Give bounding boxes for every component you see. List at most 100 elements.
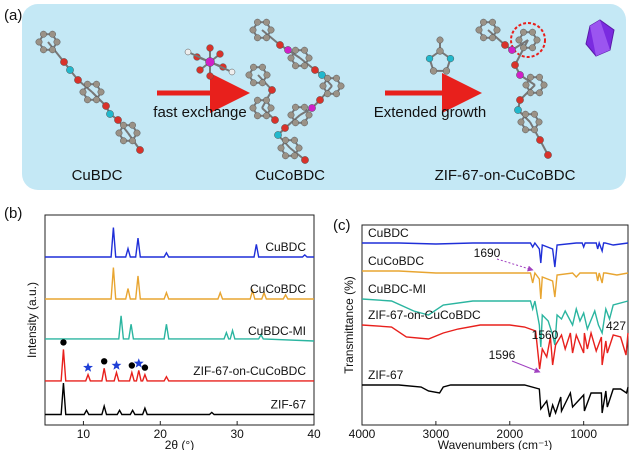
series-line: [362, 325, 628, 369]
atom: [301, 120, 307, 126]
atom: [516, 96, 523, 103]
atom: [84, 97, 90, 103]
atom: [516, 37, 522, 43]
x-axis-label: Wavenumbers (cm⁻¹): [438, 438, 553, 450]
panel-label: (c): [333, 217, 351, 234]
atom: [324, 75, 330, 81]
atom: [276, 41, 283, 48]
atom: [259, 80, 265, 86]
panel-label: (b): [4, 205, 22, 222]
atom: [523, 82, 529, 88]
series-label: CuBDC-MI: [368, 282, 426, 296]
peak-marker: [60, 339, 66, 345]
annotation: 427: [606, 319, 626, 333]
atom: [292, 120, 298, 126]
series-label: CuBDC: [265, 240, 306, 254]
atom: [114, 116, 121, 123]
x-tick-label: 4000: [349, 427, 376, 441]
atom: [531, 111, 537, 117]
atom: [426, 55, 433, 62]
x-tick-label: 1000: [570, 427, 597, 441]
annotation: 1690: [474, 246, 501, 260]
annotation-arrow: [512, 361, 540, 372]
y-axis-label: Transmittance (%): [342, 276, 356, 374]
atom: [520, 45, 526, 51]
atom: [520, 29, 526, 35]
atom: [536, 74, 542, 80]
atom: [217, 51, 224, 58]
arrow-label: Extended growth: [374, 104, 487, 121]
atom: [316, 96, 323, 103]
atom: [250, 105, 256, 111]
x-tick-label: 10: [77, 427, 91, 441]
atom: [288, 112, 294, 118]
atom: [489, 35, 495, 41]
atom: [324, 91, 330, 97]
atom: [522, 111, 528, 117]
panel-label: (a): [4, 7, 22, 24]
stage-label: ZIF-67-on-CuCoBDC: [435, 167, 576, 184]
atom: [320, 83, 326, 89]
atom: [116, 130, 122, 136]
atom: [93, 81, 99, 87]
atom: [480, 19, 486, 25]
atom: [447, 55, 454, 62]
atom: [430, 67, 437, 74]
atom: [292, 63, 298, 69]
atom: [301, 104, 307, 110]
atom: [281, 124, 288, 131]
atom: [531, 127, 537, 133]
atom: [263, 35, 269, 41]
atom: [120, 138, 126, 144]
atom: [84, 81, 90, 87]
atom: [263, 97, 269, 103]
atom: [518, 119, 524, 125]
atom: [508, 46, 515, 53]
atom: [311, 66, 318, 73]
atom: [301, 63, 307, 69]
atom: [529, 29, 535, 35]
atom: [207, 45, 214, 52]
peak-marker: [129, 362, 135, 368]
atom: [292, 47, 298, 53]
atom: [284, 46, 291, 53]
annotation: 1596: [489, 348, 516, 362]
atom: [268, 27, 274, 33]
atom: [544, 151, 551, 158]
atom: [268, 86, 275, 93]
atom: [288, 55, 294, 61]
atom: [36, 39, 42, 45]
series-label: ZIF-67-on-CuCoBDC: [368, 308, 481, 322]
atom: [197, 67, 204, 74]
atom: [536, 136, 543, 143]
peak-marker: [101, 358, 107, 364]
series-label: CuBDC-MI: [248, 324, 306, 338]
atom: [271, 116, 278, 123]
x-tick-label: 40: [307, 427, 321, 441]
atom: [480, 35, 486, 41]
atom: [254, 19, 260, 25]
atom: [134, 130, 140, 136]
x-axis-label: 2θ (°): [165, 438, 194, 450]
atom: [263, 19, 269, 25]
atom: [54, 39, 60, 45]
series-label: ZIF-67: [368, 368, 404, 382]
atom: [98, 89, 104, 95]
atom: [333, 91, 339, 97]
atom: [306, 112, 312, 118]
series-label: CuBDC: [368, 226, 409, 240]
atom: [292, 104, 298, 110]
atom: [529, 45, 535, 51]
atom: [254, 113, 260, 119]
atom: [263, 113, 269, 119]
annotation: 1560: [532, 328, 559, 342]
atom: [207, 73, 214, 80]
atom: [296, 145, 302, 151]
series-label: ZIF-67: [271, 398, 307, 412]
atom: [80, 89, 86, 95]
atom: [274, 131, 281, 138]
atom: [129, 138, 135, 144]
atom: [40, 31, 46, 37]
atom: [250, 27, 256, 33]
atom: [49, 31, 55, 37]
